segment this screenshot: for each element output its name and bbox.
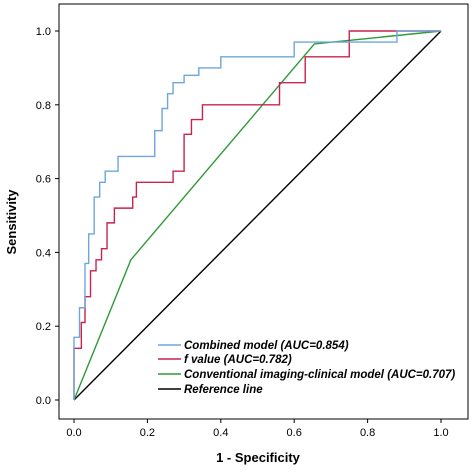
- legend: Combined model (AUC=0.854) f value (AUC=…: [158, 340, 455, 396]
- legend-label-reference-line: Reference line: [184, 384, 263, 396]
- series-line-combined-model: [73, 30, 441, 400]
- x-tick-label: 1.0: [433, 427, 448, 439]
- y-tick-label: 0.0: [36, 395, 51, 407]
- y-tick-label: 0.4: [36, 247, 51, 259]
- series-layer: [73, 30, 442, 401]
- y-tick-label: 0.6: [36, 174, 51, 186]
- x-tick-label: 0.0: [66, 427, 81, 439]
- reference-line-layer: [73, 30, 442, 401]
- y-axis-ticks: 0.0 0.2 0.4 0.6 0.8 1.0: [36, 26, 59, 407]
- y-tick-label: 0.2: [36, 321, 51, 333]
- x-axis-ticks: 0.0 0.2 0.4 0.6 0.8 1.0: [66, 419, 449, 439]
- legend-label-combined-model: Combined model (AUC=0.854): [184, 340, 349, 352]
- y-tick-label: 1.0: [36, 26, 51, 38]
- series-line-reference-line: [73, 30, 442, 401]
- x-tick-label: 0.8: [360, 427, 375, 439]
- y-axis-title: Sensitivity: [4, 189, 19, 255]
- legend-label-f-value: f value (AUC=0.782): [184, 354, 292, 366]
- x-tick-label: 0.2: [140, 427, 155, 439]
- x-tick-label: 0.4: [213, 427, 228, 439]
- x-tick-label: 0.6: [287, 427, 302, 439]
- series-line-f-value: [73, 30, 441, 400]
- legend-label-conventional-model: Conventional imaging-clinical model (AUC…: [184, 369, 455, 381]
- series-line-conventional-imaging-clinical-model: [73, 30, 442, 401]
- y-tick-label: 0.8: [36, 100, 51, 112]
- x-axis-title: 1 - Specificity: [216, 450, 301, 465]
